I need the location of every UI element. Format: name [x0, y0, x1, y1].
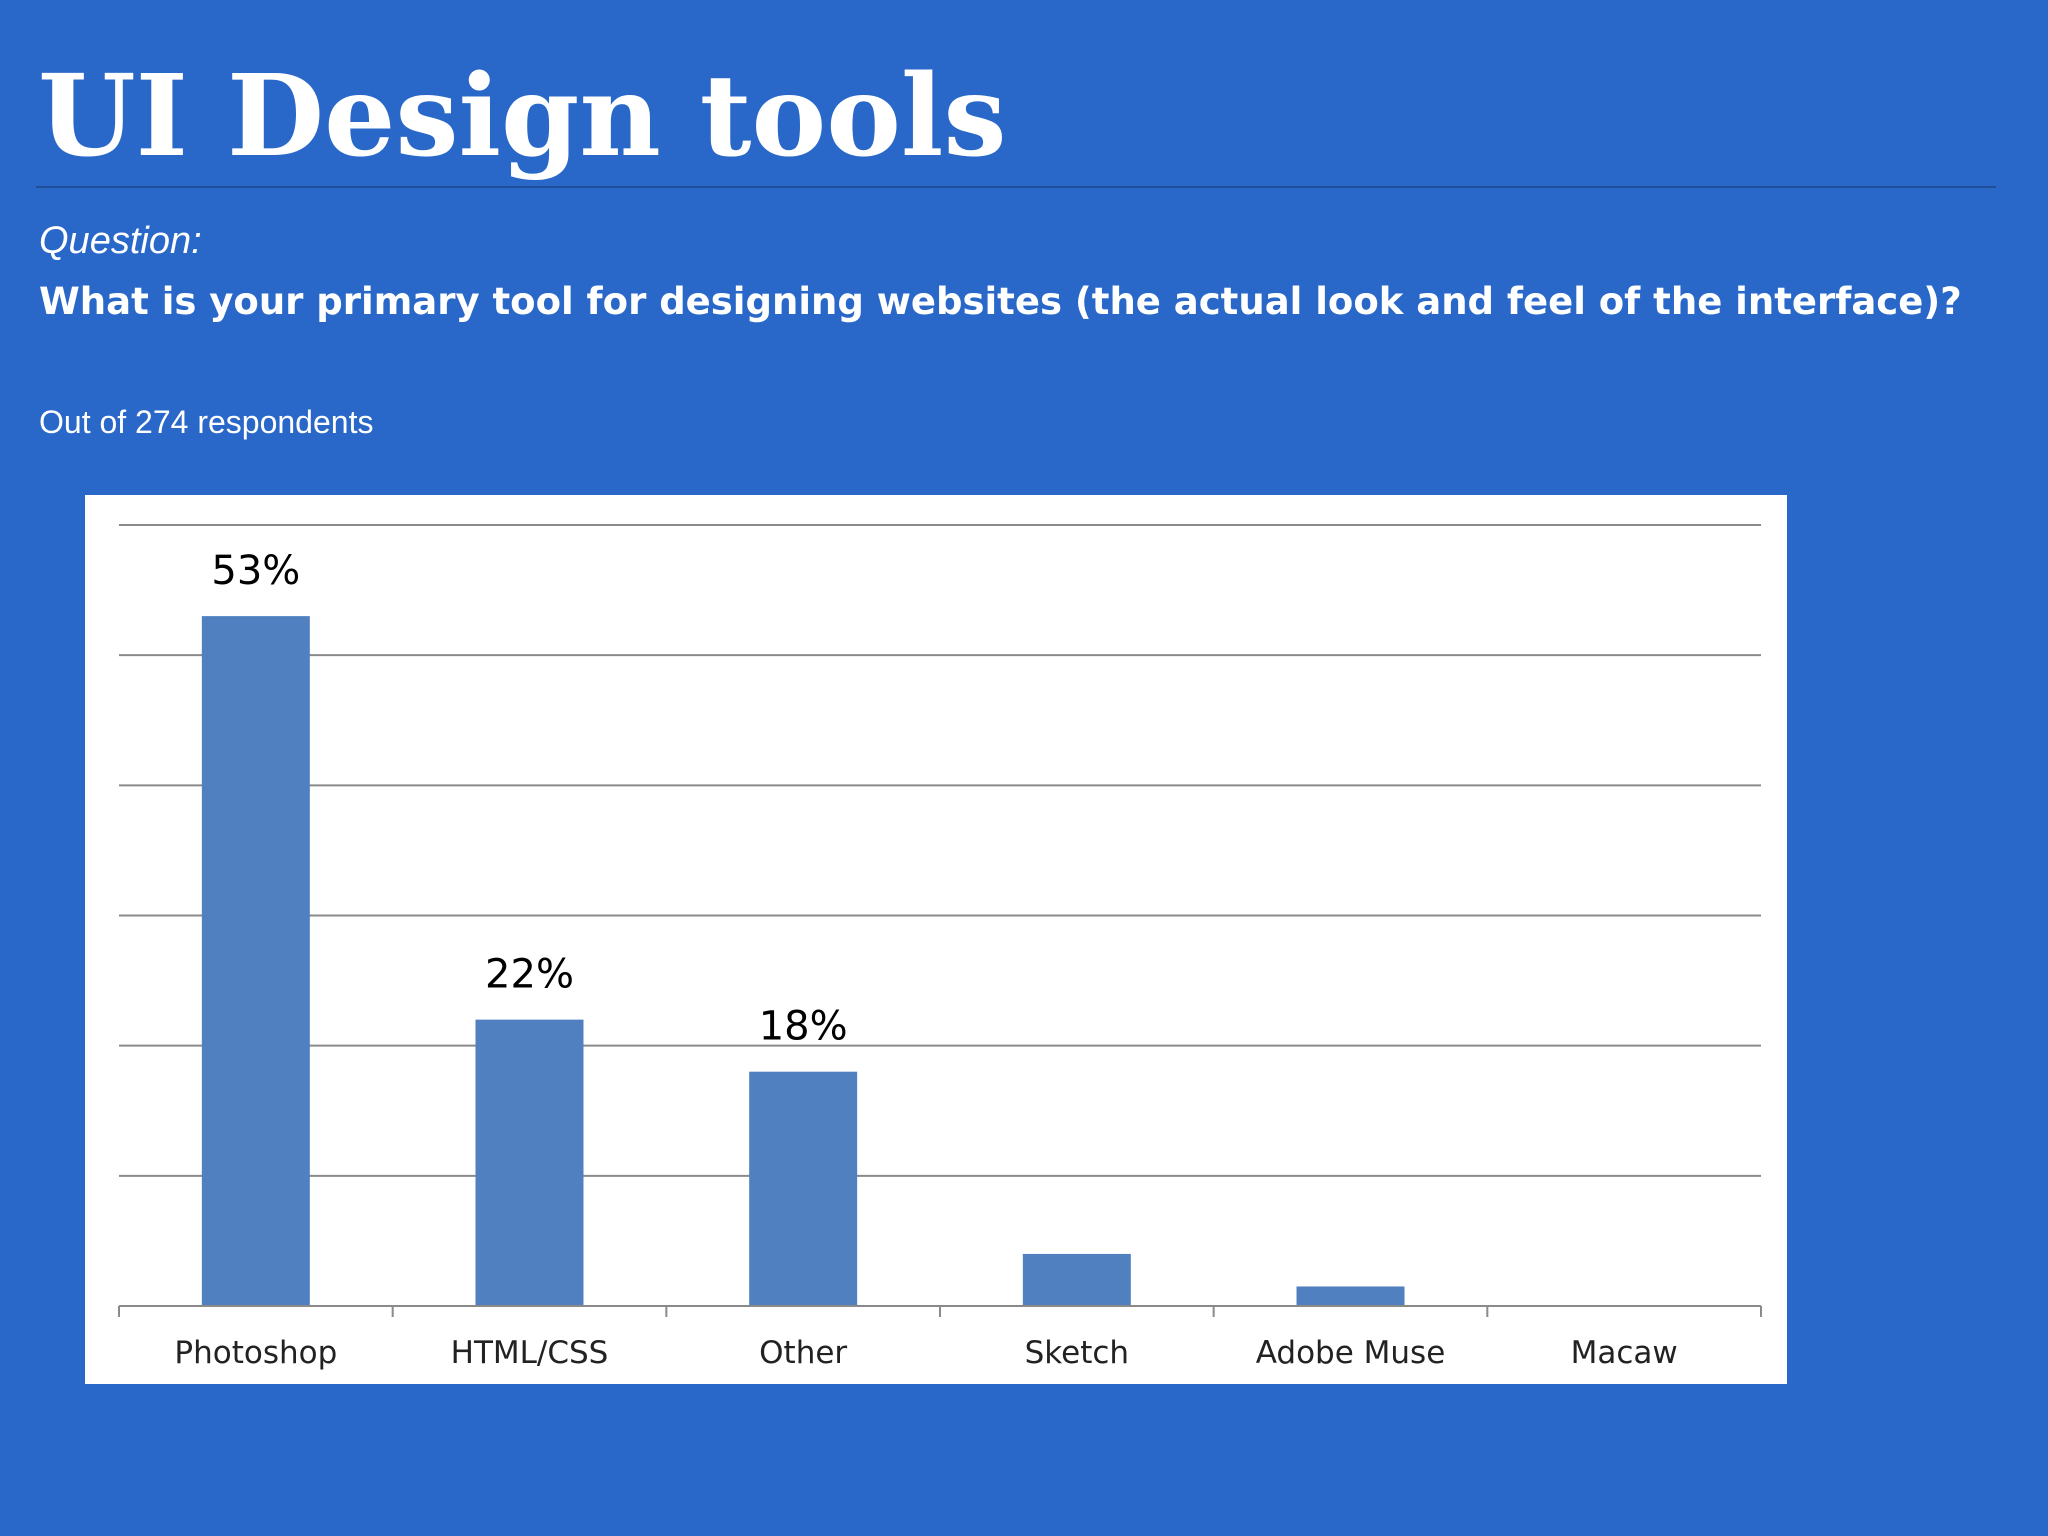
- x-axis: [118, 1305, 1762, 1317]
- slide-title: UI Design tools: [38, 51, 1007, 182]
- bar-other: [749, 1071, 858, 1306]
- title-divider: [36, 186, 1996, 188]
- category-label: Sketch: [1025, 1335, 1129, 1371]
- bars: [201, 616, 1405, 1306]
- category-label: Adobe Muse: [1256, 1335, 1446, 1371]
- chart-panel: 53% 22% 18% Photoshop HTML/CSS Other Sketch Ad…: [85, 495, 1787, 1384]
- category-labels: Photoshop HTML/CSS Other Sketch Adobe Muse Ma…: [174, 1335, 1677, 1371]
- data-label: 53%: [211, 548, 300, 594]
- bar-chart: 53% 22% 18% Photoshop HTML/CSS Other Sketch Ad…: [118, 524, 1762, 1371]
- bar-adobe-muse: [1296, 1286, 1405, 1306]
- respondent-count: Out of 274 respondents: [39, 404, 374, 440]
- bar-sketch: [1022, 1253, 1131, 1306]
- category-label: HTML/CSS: [451, 1335, 609, 1371]
- data-label: 18%: [759, 1004, 848, 1050]
- category-label: Photoshop: [174, 1335, 337, 1371]
- data-label: 22%: [485, 952, 574, 998]
- bar-html-css: [475, 1019, 584, 1306]
- data-labels: 53% 22% 18%: [211, 548, 847, 1050]
- bar-photoshop: [201, 616, 310, 1306]
- question-label: Question:: [39, 220, 202, 262]
- category-label: Macaw: [1571, 1335, 1678, 1371]
- gridlines: [119, 524, 1761, 1177]
- category-label: Other: [759, 1335, 847, 1371]
- question-text: What is your primary tool for designing …: [39, 280, 1962, 323]
